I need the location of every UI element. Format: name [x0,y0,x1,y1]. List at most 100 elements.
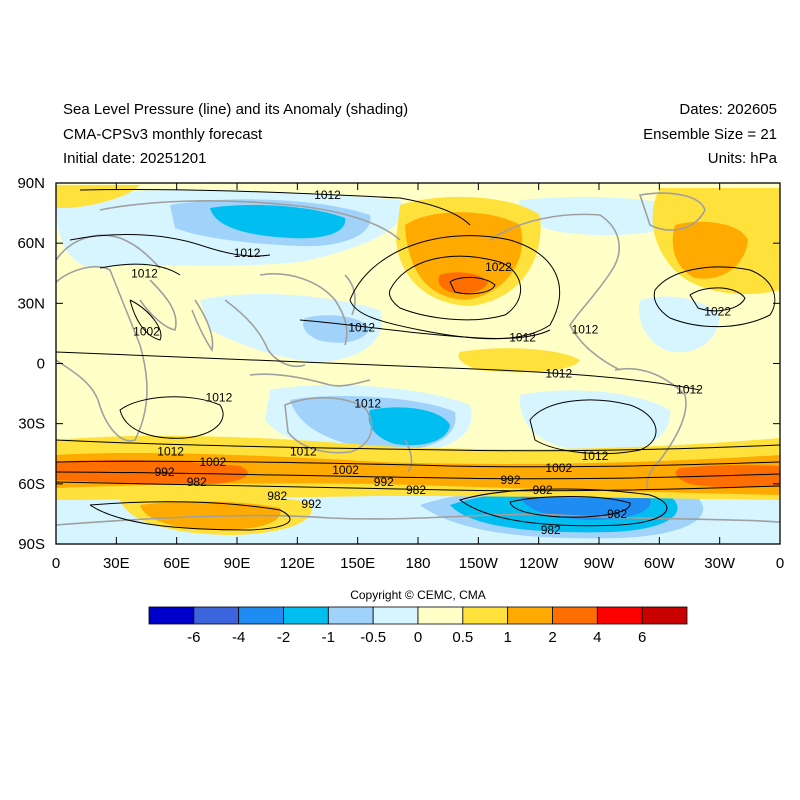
contour-label: 1002 [133,324,160,338]
contour-south-indian-high [119,396,224,439]
anomaly-region-east-asia [200,294,382,362]
contour-asia-1012 [99,263,181,276]
lon-label: 150E [340,555,375,572]
contour-label: 992 [374,475,394,489]
contour-pacific-high-inner [449,277,496,295]
anomaly-region-north-atlantic-arctic [56,185,140,208]
anomaly-region-siberia-core [210,205,346,239]
contour-label: 982 [267,489,287,503]
anomaly-region-australia-core [368,407,450,446]
dates-label: Dates: 202605 [679,101,777,118]
coastline-greenland [638,192,706,231]
colorbar-label: -0.5 [360,629,386,646]
lat-label: 90N [17,175,45,192]
lat-label: 0 [37,356,45,373]
colorbar-swatch [462,606,509,625]
contour-north-pacific-1012 [299,319,551,339]
title-line-3: Initial date: 20251201 [63,150,207,167]
contour-label: 1012 [234,246,261,260]
colorbar-swatch [507,606,553,625]
lon-label: 90W [584,555,616,572]
anomaly-region-southern-core-east [675,465,780,488]
lat-label: 30S [18,416,45,433]
contour-label: 992 [301,497,321,511]
title-line-2: CMA-CPSv3 monthly forecast [63,126,263,143]
colorbar-label: -2 [277,629,290,646]
colorbar-swatch [193,606,240,625]
contour-label: 982 [607,507,627,521]
colorbar-swatch [148,606,195,625]
colorbar-label: 0.5 [452,629,473,646]
colorbar-label: -4 [232,629,245,646]
contour-azores-high-inner [689,287,746,312]
coastline-southeast-asia [224,299,306,368]
contour-antarctic-982 [89,501,291,531]
colorbar-swatch [641,606,688,625]
contour-label: 1012 [582,449,609,463]
contour-arctic-1012 [79,188,471,226]
contour-pacific-high-mid [389,255,521,321]
contour-label: 1002 [332,463,359,477]
contour-eurasia-1012 [69,234,271,257]
contour-label: 1012 [354,397,381,411]
lon-label: 120E [280,555,315,572]
contour-equator-1012 [56,351,701,391]
colorbar-swatch [283,606,329,625]
contour-south-1002 [56,460,780,468]
contour-label: 1012 [290,445,317,459]
contour-label: 1002 [200,455,227,469]
anomaly-region-southern-core-west [56,459,248,484]
coastline-indonesia [249,373,371,387]
coastlines [56,192,780,526]
anomaly-region-atlantic-west [639,296,720,353]
lat-label: 60S [18,476,45,493]
lon-label: 60E [163,555,190,572]
contour-label: 1012 [314,188,341,202]
contour-label: 992 [500,473,520,487]
lon-label: 30W [704,555,736,572]
contour-label: 1012 [348,320,375,334]
contour-amundsen-low [458,488,668,527]
contour-label: 1012 [676,383,703,397]
coastline-east-asia [259,273,348,346]
contour-label: 1022 [485,260,512,274]
units-label: Units: hPa [707,150,777,167]
contour-south-1012 [56,439,780,452]
contour-india-1002 [129,299,162,341]
lat-label: 60N [17,235,45,252]
colorbar-label: -1 [322,629,335,646]
lon-label: 0 [52,555,60,572]
contour-label: 982 [187,475,207,489]
contour-label: 982 [406,483,426,497]
contour-label: 992 [155,465,175,479]
longitude-labels: 0 30E 60E 90E 120E 150E 180 150W 120W 90W 60W 30W 0 [52,555,784,572]
contour-pacific-high-outer [349,235,561,340]
contour-label: 982 [541,523,561,537]
contour-south-982 [56,481,780,492]
coastline-south-america [614,368,687,491]
latitude-labels: 90N 60N 30N 0 30S 60S 90S [17,175,45,553]
contour-azores-high-outer [653,266,776,328]
colorbar-swatch [552,606,598,625]
colorbar-swatch [327,606,374,625]
coastline-north-america [489,213,621,371]
coastline-new-zealand [404,439,413,473]
contour-label: 1012 [545,367,572,381]
colorbar-label: 4 [593,629,601,646]
contour-label: 1012 [157,445,184,459]
anomaly-region-atlantic-north [672,221,748,279]
contour-label: 1002 [545,461,572,475]
coastline-africa [56,266,148,442]
slp-contours [56,188,780,531]
lon-label: 120W [519,555,559,572]
coastline-japan [344,274,356,316]
title-line-1: Sea Level Pressure (line) and its Anomal… [63,101,409,118]
coastline-arabia [139,279,177,331]
colorbar-label: 6 [638,629,646,646]
colorbar-label: -6 [187,629,200,646]
coastline-india [191,299,214,352]
colorbar-swatch [238,606,284,625]
colorbar-label: 1 [503,629,511,646]
colorbar-swatch [596,606,643,625]
